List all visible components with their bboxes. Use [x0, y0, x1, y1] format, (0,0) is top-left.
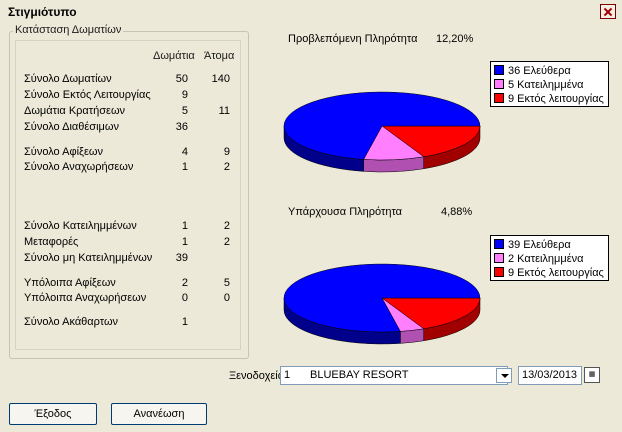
date-field[interactable]: 13/03/2013	[518, 366, 582, 385]
room-status-persons-value: 2	[223, 220, 230, 232]
calendar-icon[interactable]: ▦	[584, 367, 600, 383]
room-status-row-label: Σύνολο Δωματίων	[24, 73, 112, 85]
title-bar: Στιγμιότυπο	[0, 0, 622, 22]
legend-swatch	[494, 65, 504, 75]
hotel-name: BLUEBAY RESORT	[310, 369, 409, 381]
room-status-row-label: Σύνολο Αναχωρήσεων	[24, 161, 134, 173]
predicted-occupancy-value: 12,20%	[436, 33, 474, 45]
room-status-row-label: Σύνολο Εκτός Λειτουργίας	[24, 89, 151, 101]
room-status-row-label: Σύνολο μη Κατειλημμένων	[24, 252, 153, 264]
predicted-occupancy-label: Προβλεπόμενη Πληρότητα	[288, 33, 418, 45]
room-status-rooms-value: 1	[181, 316, 188, 328]
room-status-rooms-value: 2	[181, 277, 188, 289]
room-status-rooms-value: 0	[181, 292, 188, 304]
room-status-persons-value: 9	[223, 146, 230, 158]
legend-label: 36 Ελεύθερα	[508, 65, 571, 77]
legend-item: 36 Ελεύθερα	[494, 65, 571, 78]
current-occupancy-pie	[283, 263, 481, 345]
legend-swatch	[494, 239, 504, 249]
room-status-rooms-value: 50	[175, 73, 188, 85]
room-status-row-label: Σύνολο Κατειλημμένων	[24, 220, 137, 232]
room-status-persons-value: 11	[218, 105, 230, 117]
predicted-legend: 36 Ελεύθερα 5 Κατειλημμένα 9 Εκτός λειτουρ…	[490, 61, 609, 107]
rooms-column-header: Δωμάτια	[153, 50, 195, 62]
current-occupancy-value: 4,88%	[441, 206, 473, 218]
legend-item: 9 Εκτός λειτουργίας	[494, 93, 604, 106]
hotel-select[interactable]: 1 BLUEBAY RESORT	[280, 366, 508, 385]
legend-swatch	[494, 253, 504, 263]
room-status-row-label: Σύνολο Διαθέσιμων	[24, 121, 119, 133]
legend-label: 9 Εκτός λειτουργίας	[508, 267, 604, 279]
legend-label: 39 Ελεύθερα	[508, 239, 571, 251]
room-status-title: Κατάσταση Δωματίων	[13, 24, 124, 36]
close-icon[interactable]	[600, 4, 616, 19]
predicted-occupancy-pie	[283, 91, 481, 173]
legend-item: 9 Εκτός λειτουργίας	[494, 267, 604, 280]
room-status-rooms-value: 4	[181, 146, 188, 158]
hotel-code: 1	[284, 369, 291, 381]
legend-swatch	[494, 93, 504, 103]
window-title: Στιγμιότυπο	[8, 5, 77, 19]
room-status-rooms-value: 36	[175, 121, 188, 133]
room-status-persons-value: 0	[223, 292, 230, 304]
room-status-rooms-value: 5	[181, 105, 188, 117]
legend-item: 2 Κατειλημμένα	[494, 253, 584, 266]
room-status-row-label: Υπόλοιπα Αφίξεων	[24, 277, 116, 289]
room-status-row-label: Σύνολο Ακάθαρτων	[24, 316, 119, 328]
legend-item: 5 Κατειλημμένα	[494, 79, 584, 92]
current-legend: 39 Ελεύθερα 2 Κατειλημμένα 9 Εκτός λειτουρ…	[490, 235, 609, 281]
legend-label: 2 Κατειλημμένα	[508, 253, 584, 265]
room-status-row-label: Μεταφορές	[24, 236, 79, 248]
legend-label: 9 Εκτός λειτουργίας	[508, 93, 604, 105]
room-status-rooms-value: 9	[181, 89, 188, 101]
room-status-row-label: Υπόλοιπα Αναχωρήσεων	[24, 292, 147, 304]
room-status-panel	[15, 40, 241, 350]
refresh-button[interactable]: Ανανέωση	[111, 403, 207, 425]
room-status-rooms-value: 1	[181, 236, 188, 248]
room-status-group	[9, 31, 249, 359]
room-status-persons-value: 140	[211, 73, 230, 85]
room-status-persons-value: 2	[223, 236, 230, 248]
pie-slice-Εκτός λειτουργίας	[381, 125, 481, 158]
room-status-rooms-value: 1	[181, 220, 188, 232]
room-status-row-label: Σύνολο Αφίξεων	[24, 146, 103, 158]
legend-swatch	[494, 267, 504, 277]
exit-button[interactable]: Έξοδος	[9, 403, 97, 425]
current-occupancy-label: Υπάρχουσα Πληρότητα	[288, 206, 402, 218]
pie-slice-Ελεύθερα	[283, 263, 481, 333]
legend-swatch	[494, 79, 504, 89]
room-status-rooms-value: 39	[175, 252, 188, 264]
persons-column-header: Άτομα	[204, 50, 235, 62]
pie-slice-Εκτός λειτουργίας	[381, 297, 481, 330]
room-status-persons-value: 5	[223, 277, 230, 289]
room-status-row-label: Δωμάτια Κρατήσεων	[24, 105, 126, 117]
chevron-down-icon[interactable]	[496, 368, 512, 383]
room-status-rooms-value: 1	[181, 161, 188, 173]
legend-label: 5 Κατειλημμένα	[508, 79, 584, 91]
legend-item: 39 Ελεύθερα	[494, 239, 571, 252]
room-status-persons-value: 2	[223, 161, 230, 173]
pie-slice-Ελεύθερα	[283, 91, 481, 160]
hotel-label: Ξενοδοχείο	[229, 370, 284, 382]
